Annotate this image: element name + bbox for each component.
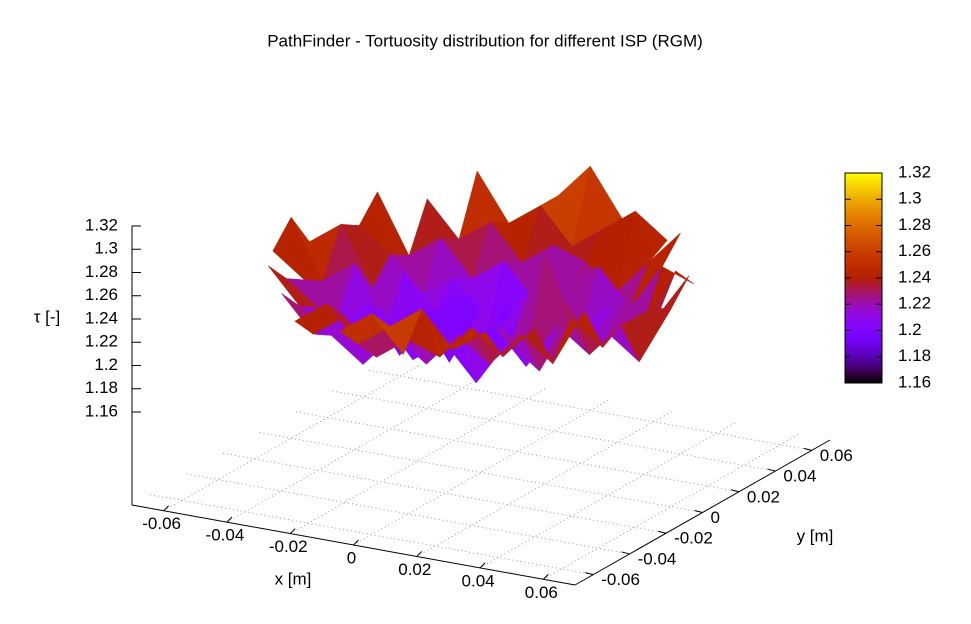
x-tick — [163, 505, 169, 512]
y-tick — [621, 551, 630, 555]
grid-line — [353, 399, 609, 546]
grid-line — [259, 432, 703, 513]
x-tick — [289, 528, 296, 534]
colorbar-tick-label: 1.2 — [898, 320, 922, 339]
x-tick-label: -0.02 — [269, 537, 308, 556]
y-tick-label: 0 — [711, 508, 720, 527]
y-tick — [767, 468, 776, 472]
y-tick-label: 0.06 — [820, 446, 853, 465]
z-axis-label: τ [-] — [34, 307, 61, 326]
grid-line — [289, 388, 546, 535]
colorbar-tick-label: 1.32 — [898, 162, 931, 181]
colorbar — [844, 172, 883, 384]
z-tick-label: 1.32 — [85, 215, 118, 234]
z-tick-label: 1.22 — [85, 332, 118, 351]
colorbar-tick-label: 1.18 — [898, 346, 931, 365]
y-tick — [694, 510, 703, 513]
surface-patch — [552, 310, 604, 364]
y-tick — [657, 530, 667, 534]
surface-patch — [502, 327, 554, 364]
colorbar-tick-label: 1.26 — [898, 241, 931, 260]
z-tick-label: 1.2 — [94, 355, 118, 374]
y-tick-label: -0.02 — [674, 529, 713, 548]
colorbar-tick-label: 1.22 — [898, 294, 931, 313]
x-tick — [416, 551, 423, 557]
x-tick-label: 0.06 — [525, 583, 558, 602]
y-tick — [585, 572, 594, 576]
x-tick-label: 0.04 — [462, 571, 495, 590]
x-tick-label: 0 — [347, 548, 356, 567]
x-tick-label: -0.04 — [206, 526, 245, 545]
grid-line — [479, 422, 736, 569]
z-tick-label: 1.3 — [94, 239, 118, 258]
x-tick-label: -0.06 — [142, 514, 181, 533]
x-tick — [353, 539, 359, 546]
z-tick-label: 1.16 — [85, 401, 118, 420]
grid-line — [163, 365, 419, 512]
x-tick-label: 0.02 — [398, 560, 431, 579]
chart-title: PathFinder - Tortuosity distribution for… — [267, 31, 703, 50]
x-tick — [479, 562, 486, 569]
y-tick — [730, 489, 740, 493]
z-tick-label: 1.24 — [85, 308, 118, 327]
grid-line — [332, 390, 776, 472]
y-tick-label: -0.04 — [638, 549, 677, 568]
colorbar-tick-label: 1.24 — [898, 267, 931, 286]
grid-line — [416, 410, 673, 557]
y-tick-label: 0.02 — [747, 487, 780, 506]
y-tick-label: -0.06 — [601, 570, 640, 589]
grid-line — [543, 433, 799, 580]
x-tick — [543, 573, 549, 580]
grid-line — [295, 411, 740, 493]
x-axis-label: x [m] — [275, 569, 312, 588]
y-tick-label: 0.04 — [783, 467, 816, 486]
y-tick — [803, 447, 812, 451]
surface-patch — [620, 307, 672, 363]
z-tick-label: 1.28 — [85, 262, 118, 281]
z-tick-label: 1.18 — [85, 378, 118, 397]
z-tick-label: 1.26 — [85, 285, 118, 304]
colorbar-tick-label: 1.16 — [898, 372, 931, 391]
y-axis-label: y [m] — [797, 526, 834, 545]
grid-line — [222, 452, 667, 534]
colorbar-tick-label: 1.28 — [898, 215, 931, 234]
colorbar-tick-label: 1.3 — [898, 189, 922, 208]
grid-line — [226, 376, 483, 523]
x-tick — [226, 516, 233, 523]
grid-line — [186, 473, 630, 555]
